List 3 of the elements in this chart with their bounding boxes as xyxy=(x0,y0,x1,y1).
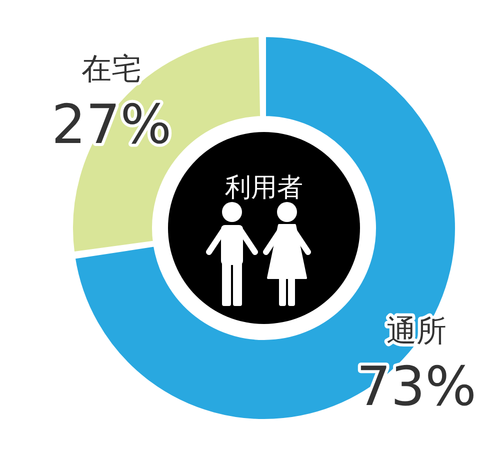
slice-label: 在宅 xyxy=(82,52,142,88)
text: 利用者 xyxy=(225,173,303,203)
data-label: 73% xyxy=(356,354,476,418)
